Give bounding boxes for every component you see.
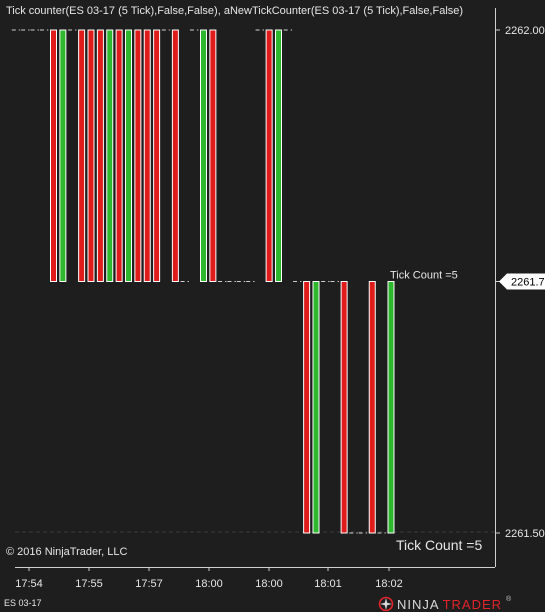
instrument-label: ES 03-17 <box>4 598 42 608</box>
down-bar <box>87 29 95 282</box>
tick-count-label-small: Tick Count =5 <box>390 270 458 282</box>
down-bar <box>209 29 217 282</box>
up-bar <box>312 281 320 534</box>
up-bar <box>387 281 395 534</box>
up-bar <box>59 29 67 282</box>
up-bar <box>125 29 132 282</box>
price-axis-label: 2262.00 <box>505 25 545 37</box>
down-bar <box>134 29 142 282</box>
down-bar <box>368 281 376 534</box>
time-axis-label: 17:54 <box>15 578 43 590</box>
up-bar <box>200 29 207 282</box>
down-bar <box>265 29 273 282</box>
down-bar <box>78 29 86 282</box>
time-axis-label: 18:00 <box>195 578 223 590</box>
time-axis-label: 17:55 <box>75 578 103 590</box>
down-bar <box>171 29 179 282</box>
price-axis-label: 2261.50 <box>505 528 545 540</box>
down-bar <box>50 29 57 282</box>
time-axis-label: 17:57 <box>135 578 163 590</box>
time-axis-label: 18:01 <box>314 578 342 590</box>
down-bar <box>153 29 161 282</box>
logo-registered-mark: ® <box>506 596 513 603</box>
logo-mark-icon <box>378 596 394 612</box>
ninjatrader-logo: NINJA TRADER ® <box>378 596 512 612</box>
time-axis-label: 18:02 <box>375 578 403 590</box>
up-bar <box>106 29 114 282</box>
down-bar <box>143 29 151 282</box>
down-bar <box>96 29 104 282</box>
logo-trader-text: TRADER <box>442 596 503 612</box>
time-axis-label: 18:00 <box>255 578 283 590</box>
logo-ninja-text: NINJA <box>397 596 440 612</box>
chart-title: Tick counter(ES 03-17 (5 Tick),False,Fal… <box>6 5 464 17</box>
tick-count-label-large: Tick Count =5 <box>396 537 483 553</box>
current-price-marker <box>499 273 545 290</box>
up-bar <box>275 29 282 282</box>
down-bar <box>340 281 348 534</box>
down-bar <box>115 29 123 282</box>
down-bar <box>303 281 311 534</box>
copyright-text: © 2016 NinjaTrader, LLC <box>6 546 128 558</box>
current-price-label: 2261.75 <box>511 277 545 289</box>
